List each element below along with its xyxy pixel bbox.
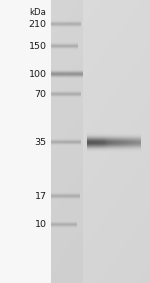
- Text: kDa: kDa: [30, 8, 46, 17]
- Text: 35: 35: [34, 138, 46, 147]
- Text: 10: 10: [34, 220, 46, 230]
- Text: 150: 150: [28, 42, 46, 51]
- Text: 210: 210: [28, 20, 46, 29]
- Text: 70: 70: [34, 90, 46, 99]
- Text: 100: 100: [28, 70, 46, 80]
- Text: 17: 17: [34, 192, 46, 201]
